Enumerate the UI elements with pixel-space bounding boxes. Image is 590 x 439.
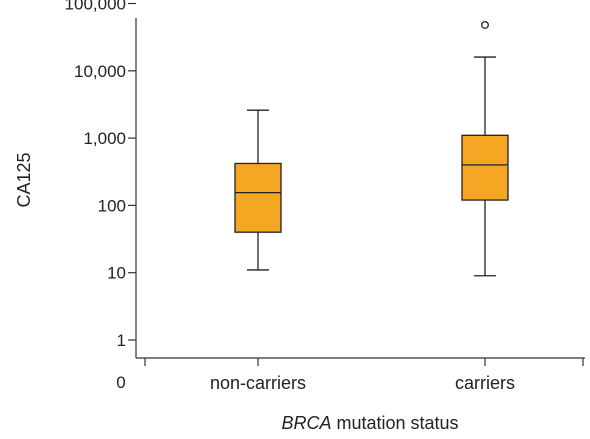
x-axis-title: BRCA mutation status bbox=[281, 413, 458, 433]
x-axis-title-rest: mutation status bbox=[331, 413, 458, 433]
y-tick-label: 1,000 bbox=[83, 129, 126, 148]
y-tick-label: 1 bbox=[117, 331, 126, 350]
y-axis-title: CA125 bbox=[14, 152, 34, 207]
boxes bbox=[234, 21, 509, 277]
x-category-label: non-carriers bbox=[210, 373, 306, 393]
y-origin-label: 0 bbox=[116, 373, 125, 392]
y-tick-label: 100,000 bbox=[65, 0, 126, 14]
x-category-label: carriers bbox=[455, 373, 515, 393]
x-axis-title-italic: BRCA bbox=[281, 413, 331, 433]
iqr-box bbox=[234, 162, 282, 233]
y-tick-label: 10,000 bbox=[74, 62, 126, 81]
outlier-point bbox=[481, 21, 489, 29]
y-ticks: 1 10 100 1,000 10,000 100,000 bbox=[65, 0, 136, 350]
axes bbox=[135, 18, 585, 359]
y-tick-label: 10 bbox=[107, 264, 126, 283]
iqr-box bbox=[461, 134, 509, 201]
y-tick-label: 100 bbox=[98, 196, 126, 215]
x-ticks: non-carriers carriers bbox=[144, 358, 584, 393]
